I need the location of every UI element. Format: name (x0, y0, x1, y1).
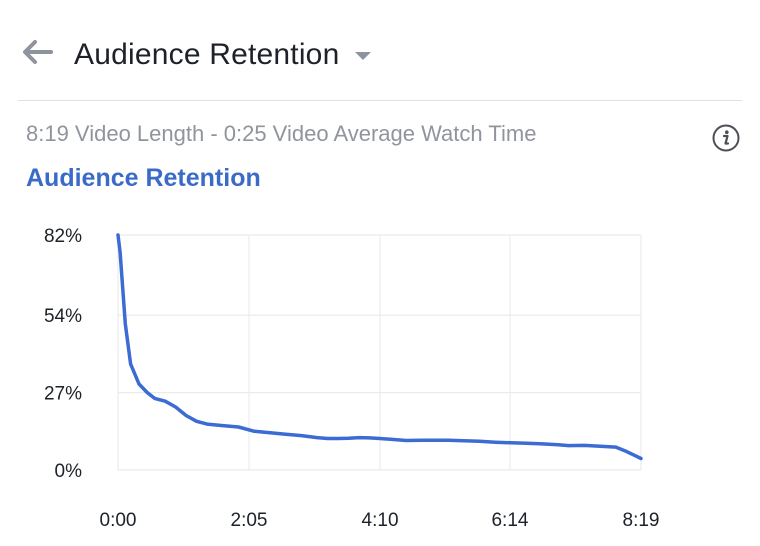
y-tick-label: 27% (44, 384, 82, 405)
x-tick-label: 0:00 (100, 510, 137, 531)
header-divider (18, 100, 742, 101)
chart-title: Audience Retention (26, 164, 261, 192)
arrow-left-icon (23, 40, 53, 64)
info-button[interactable] (712, 124, 740, 152)
x-tick-label: 6:14 (491, 510, 528, 531)
y-tick-label: 82% (44, 226, 82, 247)
page-header: Audience Retention (0, 0, 760, 100)
page-title: Audience Retention (74, 38, 340, 71)
back-button[interactable] (20, 36, 56, 68)
retention-line (116, 233, 643, 461)
video-summary-text: 8:19 Video Length - 0:25 Video Average W… (26, 121, 537, 146)
y-tick-label: 54% (44, 306, 82, 327)
x-tick-label: 2:05 (231, 510, 268, 531)
y-tick-label: 0% (55, 461, 83, 482)
x-tick-label: 4:10 (362, 510, 399, 531)
caret-down-icon (355, 52, 372, 60)
retention-chart: 82% 54% 27% 0% 0:00 2:05 4:10 6:14 8:19 (44, 226, 660, 531)
metric-dropdown[interactable]: Audience Retention (74, 34, 372, 76)
info-icon (712, 124, 740, 152)
x-tick-label: 8:19 (623, 510, 660, 531)
